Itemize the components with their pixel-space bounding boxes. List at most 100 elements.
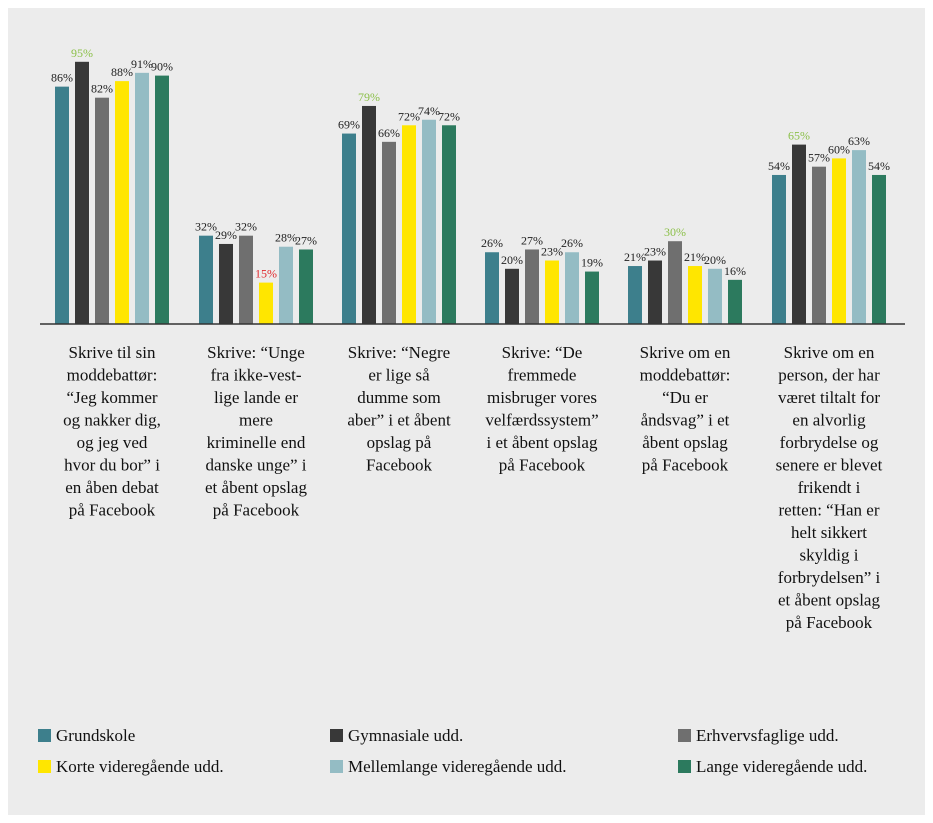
value-label-4-6: 19% [581,256,603,270]
value-label-2-3: 32% [235,220,257,234]
value-label-2-4: 15% [255,267,277,281]
value-label-2-6: 27% [295,233,317,247]
legend-item-5: Mellemlange videregående udd. [330,757,567,776]
legend-swatch-2 [330,729,343,742]
legend-swatch-5 [330,760,343,773]
legend-swatch-1 [38,729,51,742]
value-label-6-2: 65% [788,129,810,143]
value-label-2-5: 28% [275,231,297,245]
bar-1-5 [135,72,149,324]
bar-4-2 [505,268,519,324]
bar-5-4 [688,266,702,324]
value-label-6-3: 57% [808,151,830,165]
legend-item-2: Gymnasiale udd. [330,726,463,745]
value-label-5-3: 30% [664,225,686,239]
legend-label-4: Korte videregående udd. [56,757,224,776]
bar-2-3 [239,235,253,324]
bar-4-5 [565,252,579,324]
bar-5-5 [708,268,722,324]
category-labels-layer: Skrive til sin moddebattør: “Jeg kommer og … [63,343,882,632]
value-label-6-1: 54% [768,159,790,173]
value-label-5-4: 21% [684,250,706,264]
value-label-4-5: 26% [561,236,583,250]
bar-1-1 [55,86,69,324]
bar-2-4 [259,282,273,324]
category-label-6: Skrive om en person, der har været tiltalt… [776,343,883,632]
bar-5-6 [728,279,742,324]
value-label-6-4: 60% [828,142,850,156]
legend-label-6: Lange videregående udd. [696,757,867,776]
value-label-1-6: 90% [151,60,173,74]
bar-1-4 [115,81,129,325]
bar-3-1 [342,133,356,324]
category-label-1: Skrive til sin moddebattør: “Jeg kommer og … [63,343,161,520]
bar-1-6 [155,75,169,324]
value-label-1-1: 86% [51,71,73,85]
bar-2-5 [279,246,293,324]
bar-4-1 [485,252,499,324]
value-label-4-4: 23% [541,245,563,259]
bar-3-5 [422,119,436,324]
value-labels-layer: 86%95%82%88%91%90%32%29%32%15%28%27%69%7… [51,46,890,281]
value-label-1-4: 88% [111,65,133,79]
value-label-5-1: 21% [624,250,646,264]
value-label-4-3: 27% [521,233,543,247]
category-label-5: Skrive om en moddebattør: “Du er åndsvag” i… [640,343,731,475]
legend-swatch-4 [38,760,51,773]
category-label-4: Skrive: “De fremmede misbruger vores velfær… [485,343,598,475]
value-label-2-2: 29% [215,228,237,242]
bar-5-3 [668,241,682,324]
value-label-3-4: 72% [398,109,420,123]
value-label-1-5: 91% [131,57,153,71]
bars-layer [55,61,886,325]
category-label-3: Skrive: “Negre er lige så dumme som aber” i… [347,343,451,475]
legend-item-3: Erhvervsfaglige udd. [678,726,839,745]
bar-3-2 [362,105,376,325]
bar-6-3 [812,166,826,324]
legend-label-3: Erhvervsfaglige udd. [696,726,839,745]
value-label-3-6: 72% [438,109,460,123]
legend-item-4: Korte videregående udd. [38,757,224,776]
bar-4-4 [545,260,559,324]
value-label-2-1: 32% [195,220,217,234]
bar-3-6 [442,125,456,324]
value-label-3-3: 66% [378,126,400,140]
value-label-6-6: 54% [868,159,890,173]
bar-2-2 [219,243,233,324]
value-label-4-1: 26% [481,236,503,250]
bar-5-2 [648,260,662,324]
legend-item-1: Grundskole [38,726,135,745]
legend-label-2: Gymnasiale udd. [348,726,463,745]
bar-3-3 [382,141,396,324]
bar-6-6 [872,174,886,324]
value-label-6-5: 63% [848,134,870,148]
value-label-3-2: 79% [358,90,380,104]
value-label-1-3: 82% [91,82,113,96]
category-label-2: Skrive: “Unge fra ikke-vest-lige lande er… [205,343,307,520]
bar-4-3 [525,249,539,324]
legend: Grundskole Gymnasiale udd. Erhvervsfaglige… [38,726,867,776]
bar-6-1 [772,174,786,324]
value-label-5-6: 16% [724,264,746,278]
value-label-3-1: 69% [338,118,360,132]
bar-5-1 [628,266,642,324]
legend-label-5: Mellemlange videregående udd. [348,757,567,776]
value-label-3-5: 74% [418,104,440,118]
legend-swatch-3 [678,729,691,742]
value-label-5-2: 23% [644,245,666,259]
bar-6-2 [792,144,806,324]
bar-1-3 [95,97,109,325]
value-label-4-2: 20% [501,253,523,267]
value-label-1-2: 95% [71,46,93,60]
legend-swatch-6 [678,760,691,773]
legend-label-1: Grundskole [56,726,135,745]
bar-2-1 [199,235,213,324]
value-label-5-5: 20% [704,253,726,267]
bar-2-6 [299,249,313,324]
bar-6-4 [832,158,846,324]
bar-6-5 [852,150,866,324]
legend-item-6: Lange videregående udd. [678,757,867,776]
bar-4-6 [585,271,599,324]
bar-1-2 [75,61,89,325]
